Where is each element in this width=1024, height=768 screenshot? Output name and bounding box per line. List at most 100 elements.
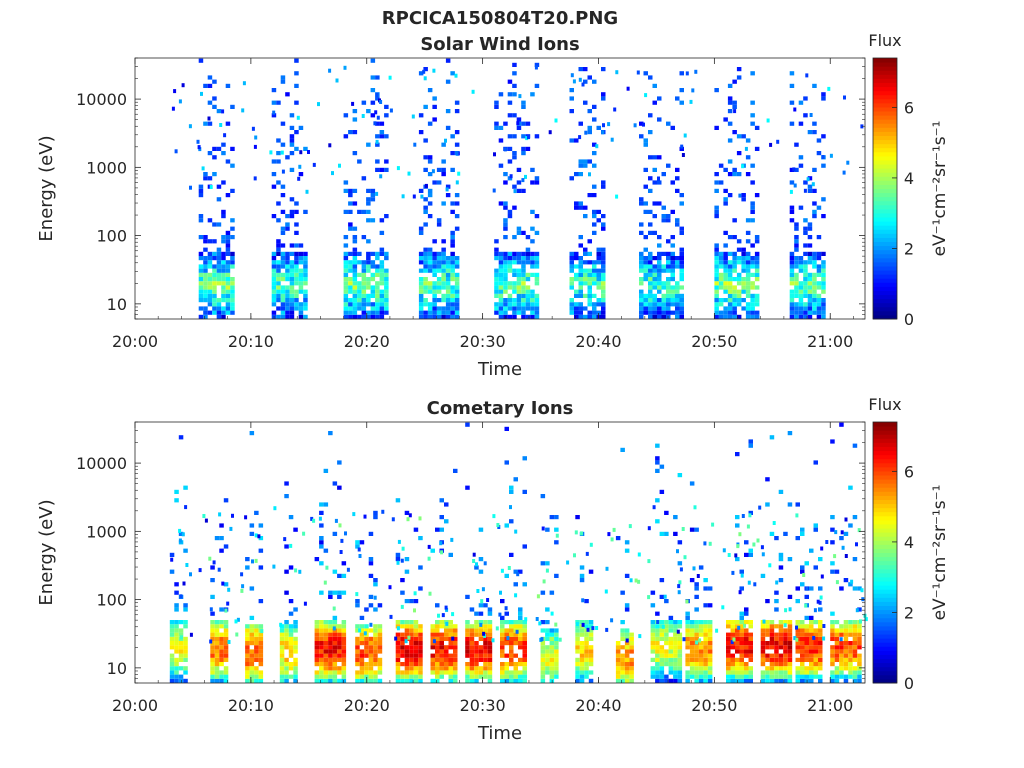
heatmap-cell <box>707 624 713 629</box>
heatmap-cell <box>471 89 475 94</box>
heatmap-cell <box>774 590 779 595</box>
heatmap-cell <box>587 260 592 265</box>
heatmap-cell <box>596 285 601 290</box>
colorbar-segment <box>873 78 897 83</box>
heatmap-cell <box>652 277 657 282</box>
heatmap-cell <box>750 113 755 118</box>
heatmap-cell <box>601 96 606 101</box>
heatmap-cell <box>197 145 201 150</box>
heatmap-cell <box>178 645 184 650</box>
heatmap-cell <box>821 306 826 311</box>
heatmap-cell <box>198 218 204 223</box>
heatmap-cell <box>624 674 630 679</box>
heatmap-cell <box>639 201 644 206</box>
heatmap-cell <box>289 113 295 118</box>
heatmap-cell <box>673 662 678 667</box>
heatmap-cell <box>450 302 455 307</box>
heatmap-cell <box>800 674 805 679</box>
heatmap-cell <box>303 264 308 269</box>
heatmap-cell <box>584 674 589 679</box>
heatmap-cell <box>445 272 451 277</box>
heatmap-cell <box>344 531 347 536</box>
heatmap-cell <box>271 293 277 298</box>
heatmap-cell <box>453 632 458 637</box>
heatmap-cell <box>225 264 231 269</box>
heatmap-cell <box>829 153 833 158</box>
heatmap-cell <box>319 670 324 675</box>
heatmap-cell <box>579 674 585 679</box>
heatmap-cell <box>276 281 281 286</box>
heatmap-cell <box>331 171 334 176</box>
heatmap-cell <box>736 134 742 139</box>
heatmap-cell <box>427 88 433 93</box>
heatmap-cell <box>809 641 814 646</box>
heatmap-cell <box>427 310 433 315</box>
burst <box>714 67 760 319</box>
heatmap-cell <box>445 281 451 286</box>
heatmap-cell <box>352 277 358 282</box>
colorbar-segment <box>873 454 897 460</box>
heatmap-cell <box>254 670 259 675</box>
heatmap-cell <box>727 83 733 88</box>
heatmap-cell <box>844 554 848 558</box>
heatmap-cell <box>503 147 507 152</box>
heatmap-cell <box>648 285 653 290</box>
heatmap-cell <box>280 310 286 315</box>
heatmap-cell <box>765 620 770 625</box>
heatmap-cell <box>800 632 805 637</box>
heatmap-cell <box>718 314 724 319</box>
colorbar-segment <box>873 176 897 181</box>
heatmap-cell <box>474 649 479 654</box>
heatmap-cell <box>441 256 446 261</box>
heatmap-cell <box>368 674 374 679</box>
heatmap-cell <box>453 649 458 654</box>
heatmap-cell <box>584 662 589 667</box>
heatmap-cell <box>642 122 645 127</box>
heatmap-cell <box>587 289 592 294</box>
heatmap-cell <box>212 239 217 244</box>
heatmap-cell <box>807 281 813 286</box>
heatmap-cell <box>223 657 229 662</box>
heatmap-cell <box>650 645 656 650</box>
heatmap-cell <box>503 310 508 315</box>
heatmap-cell <box>754 251 760 256</box>
heatmap-cell <box>469 653 475 658</box>
heatmap-cell <box>400 604 404 609</box>
heatmap-cell <box>498 272 504 277</box>
heatmap-cell <box>650 649 656 654</box>
heatmap-cell <box>271 268 277 273</box>
heatmap-cell <box>284 620 289 625</box>
heatmap-cell <box>518 611 523 616</box>
heatmap-cell <box>343 65 347 70</box>
heatmap-cell <box>540 590 546 595</box>
heatmap-cell <box>525 285 531 290</box>
heatmap-cell <box>214 628 220 633</box>
heatmap-cell <box>746 524 750 529</box>
heatmap-cell <box>209 607 213 612</box>
heatmap-cell <box>789 83 795 88</box>
heatmap-cell <box>540 637 544 642</box>
heatmap-cell <box>795 632 800 637</box>
heatmap-cell <box>525 289 531 294</box>
heatmap-cell <box>207 272 213 277</box>
heatmap-cell <box>276 218 281 223</box>
heatmap-cell <box>592 117 597 122</box>
heatmap-cell <box>789 314 795 319</box>
heatmap-cell <box>198 298 204 303</box>
heatmap-cell <box>857 632 862 637</box>
heatmap-cell <box>323 628 329 633</box>
heatmap-cell <box>500 649 505 654</box>
heatmap-cell <box>494 272 499 277</box>
heatmap-cell <box>578 77 582 82</box>
heatmap-cell <box>230 285 235 290</box>
heatmap-cell <box>689 628 695 633</box>
heatmap-cell <box>783 662 788 667</box>
heatmap-cell <box>439 636 444 641</box>
heatmap-cell <box>504 611 509 616</box>
heatmap-cell <box>328 624 333 629</box>
heatmap-cell <box>648 251 653 256</box>
heatmap-cell <box>516 226 522 231</box>
heatmap-cell <box>430 632 435 637</box>
heatmap-cell <box>816 599 820 604</box>
colorbar-segment <box>873 507 897 513</box>
